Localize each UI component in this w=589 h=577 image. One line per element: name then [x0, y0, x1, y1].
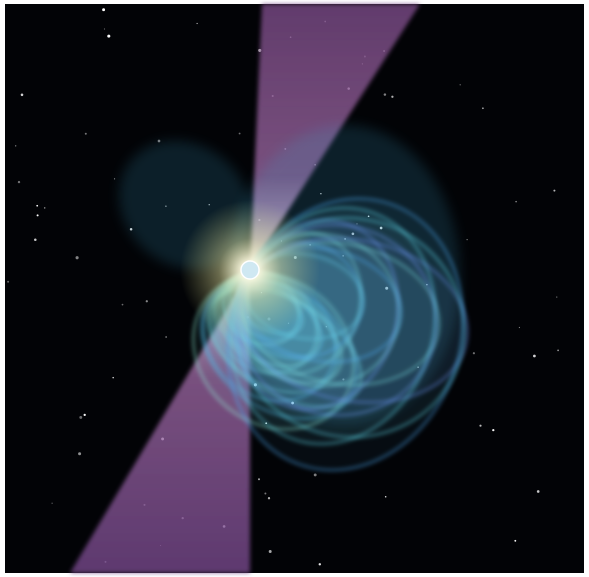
- star: [7, 280, 10, 283]
- star: [17, 180, 21, 184]
- star: [51, 502, 53, 504]
- star: [318, 563, 321, 566]
- star: [145, 300, 148, 303]
- star: [553, 189, 556, 192]
- star: [557, 349, 559, 352]
- star: [384, 495, 387, 498]
- star: [518, 326, 520, 329]
- star: [238, 132, 241, 135]
- star: [258, 478, 260, 481]
- star: [112, 376, 114, 379]
- star: [313, 473, 317, 477]
- star: [107, 34, 111, 38]
- star: [114, 178, 116, 180]
- star: [43, 207, 46, 209]
- star: [264, 492, 267, 495]
- star: [79, 415, 83, 419]
- star: [84, 132, 87, 135]
- star: [78, 452, 82, 456]
- star: [383, 93, 387, 96]
- star: [459, 84, 461, 86]
- star: [492, 428, 495, 432]
- star: [482, 107, 484, 110]
- star: [121, 303, 124, 306]
- star: [102, 8, 106, 12]
- star: [75, 256, 79, 260]
- star: [165, 336, 167, 338]
- star: [536, 490, 540, 493]
- star: [514, 539, 517, 542]
- star: [267, 497, 271, 500]
- star: [103, 28, 106, 30]
- star: [515, 200, 517, 203]
- star: [36, 214, 39, 217]
- star: [157, 139, 161, 143]
- star: [268, 550, 272, 553]
- star: [533, 354, 536, 358]
- star: [15, 145, 17, 147]
- star: [36, 204, 39, 207]
- star: [196, 22, 198, 25]
- neutron-star: [240, 260, 260, 280]
- star: [472, 352, 475, 355]
- star: [34, 238, 37, 241]
- star: [391, 95, 394, 98]
- star: [479, 424, 482, 427]
- star: [466, 239, 468, 241]
- star: [83, 413, 86, 417]
- star: [20, 93, 24, 97]
- star: [556, 296, 558, 298]
